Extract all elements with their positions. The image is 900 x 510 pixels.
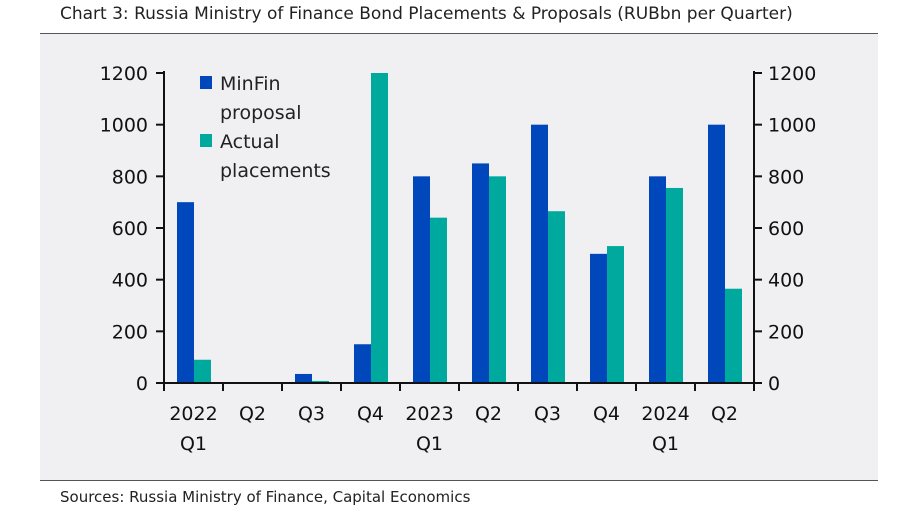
right-y-tick-label: 600 bbox=[768, 218, 804, 240]
bar-placement bbox=[430, 217, 447, 383]
bar-placement bbox=[666, 187, 683, 383]
bar-proposal bbox=[708, 124, 725, 384]
bar-placement bbox=[312, 380, 329, 383]
x-tick-label: Q3 bbox=[298, 403, 325, 425]
bar-placement bbox=[548, 211, 565, 383]
left-y-tick-label: 400 bbox=[112, 270, 148, 292]
bar-placement bbox=[607, 246, 624, 383]
right-y-tick-label: 1200 bbox=[768, 63, 816, 85]
bar-proposal bbox=[177, 202, 194, 383]
x-tick-label: Q1 bbox=[652, 433, 679, 455]
source-note: Sources: Russia Ministry of Finance, Cap… bbox=[60, 488, 471, 506]
x-tick-label: Q3 bbox=[534, 403, 561, 425]
bar-proposal bbox=[295, 373, 312, 383]
x-tick-label: Q2 bbox=[711, 403, 738, 425]
legend-label: Actual bbox=[220, 131, 280, 153]
top-rule bbox=[40, 33, 878, 34]
legend-label: proposal bbox=[220, 102, 302, 124]
bar-proposal bbox=[649, 176, 666, 383]
legend-swatch bbox=[200, 76, 212, 89]
left-y-tick-label: 1200 bbox=[100, 63, 148, 85]
x-tick-label: Q1 bbox=[416, 433, 443, 455]
bottom-rule bbox=[40, 480, 878, 481]
x-tick-label: 2024 bbox=[641, 403, 689, 425]
x-tick-label: Q4 bbox=[357, 403, 384, 425]
legend-label: MinFin bbox=[220, 73, 281, 95]
bar-proposal bbox=[413, 176, 430, 383]
left-y-tick-label: 200 bbox=[112, 321, 148, 343]
left-y-tick-label: 1000 bbox=[100, 115, 148, 137]
left-y-tick-label: 0 bbox=[136, 373, 148, 395]
x-tick-label: Q4 bbox=[593, 403, 620, 425]
bar-proposal bbox=[590, 253, 607, 383]
bar-proposal bbox=[472, 163, 489, 383]
x-tick-label: Q1 bbox=[180, 433, 207, 455]
bar-placement bbox=[194, 359, 211, 383]
x-tick-label: Q2 bbox=[239, 403, 266, 425]
left-y-tick-label: 600 bbox=[112, 218, 148, 240]
x-tick-label: 2022 bbox=[169, 403, 217, 425]
bar-placement bbox=[371, 73, 388, 383]
legend-swatch bbox=[200, 134, 212, 147]
right-y-tick-label: 0 bbox=[768, 373, 780, 395]
left-y-tick-label: 800 bbox=[112, 166, 148, 188]
bar-placement bbox=[489, 176, 506, 383]
right-y-tick-label: 800 bbox=[768, 166, 804, 188]
bar-proposal bbox=[354, 344, 371, 383]
x-tick-label: 2023 bbox=[405, 403, 453, 425]
x-tick-label: Q2 bbox=[475, 403, 502, 425]
bar-proposal bbox=[531, 124, 548, 384]
legend-label: placements bbox=[220, 160, 331, 182]
right-y-tick-label: 400 bbox=[768, 270, 804, 292]
bar-placement bbox=[725, 288, 742, 383]
chart-title: Chart 3: Russia Ministry of Finance Bond… bbox=[60, 4, 793, 24]
right-y-tick-label: 200 bbox=[768, 321, 804, 343]
right-y-tick-label: 1000 bbox=[768, 115, 816, 137]
